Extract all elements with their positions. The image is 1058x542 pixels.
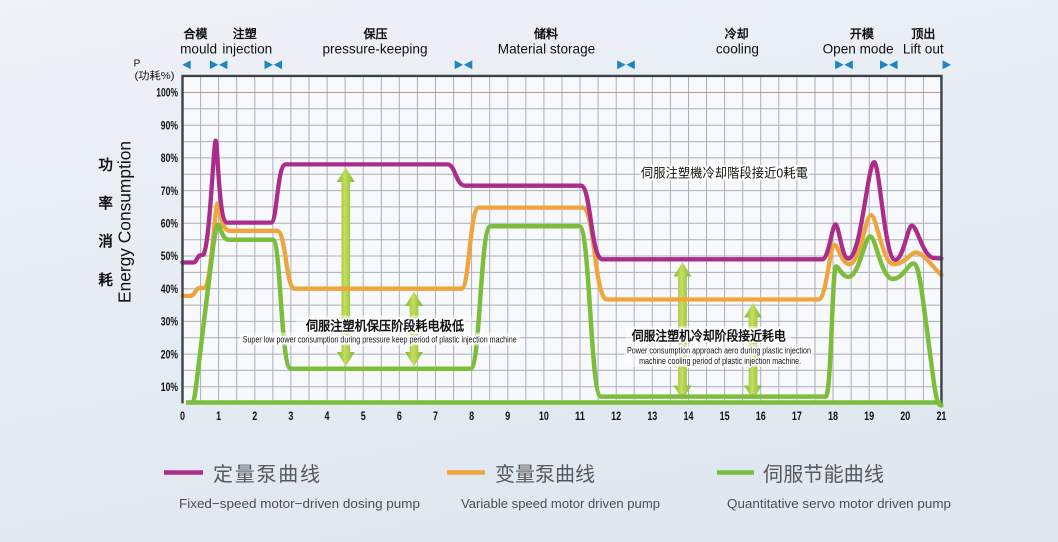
svg-text:17: 17 [792,411,802,423]
svg-text:Variable speed motor driven pu: Variable speed motor driven pump [461,496,660,511]
svg-text:伺服节能曲线: 伺服节能曲线 [763,463,884,486]
svg-text:开模: 开模 [850,26,875,41]
svg-text:20: 20 [900,411,910,423]
svg-text:cooling: cooling [716,42,759,57]
svg-text:19: 19 [864,411,874,423]
svg-text:5: 5 [361,411,366,423]
svg-text:8: 8 [469,411,474,423]
svg-text:耗: 耗 [98,272,113,289]
svg-text:pressure-keeping: pressure-keeping [322,42,427,57]
svg-text:9: 9 [505,411,510,423]
svg-text:伺服注塑機冷却階段接近0耗電: 伺服注塑機冷却階段接近0耗電 [641,166,808,181]
svg-text:80%: 80% [161,151,178,165]
svg-text:14: 14 [683,411,693,423]
svg-text:保压: 保压 [363,26,388,41]
svg-text:0: 0 [180,411,185,423]
svg-text:30%: 30% [161,315,178,329]
svg-text:40%: 40% [161,282,178,296]
svg-text:20%: 20% [161,347,178,361]
svg-text:10%: 10% [161,380,178,394]
svg-text:Lift out: Lift out [903,42,944,57]
svg-text:变量泵曲线: 变量泵曲线 [495,463,595,486]
svg-text:Quantitative servo motor drive: Quantitative servo motor driven pump [727,496,951,511]
svg-text:2: 2 [252,411,257,423]
svg-text:伺服注塑机冷却阶段接近耗电: 伺服注塑机冷却阶段接近耗电 [631,328,786,344]
svg-text:machine cooling period of plas: machine cooling period of plastic inject… [639,356,801,367]
svg-text:mould: mould [180,42,217,57]
svg-text:定量泵曲线: 定量泵曲线 [213,463,320,486]
svg-text:Open mode: Open mode [823,42,894,57]
svg-text:7: 7 [433,411,438,423]
svg-text:16: 16 [756,411,766,423]
svg-text:50%: 50% [161,249,178,263]
svg-text:冷却: 冷却 [725,26,749,41]
svg-text:60%: 60% [161,217,178,231]
svg-text:injection: injection [222,42,272,57]
svg-text:18: 18 [828,411,838,423]
svg-text:Energy Consumption: Energy Consumption [115,141,135,303]
svg-text:Super low power consumption du: Super low power consumption during press… [243,334,517,345]
svg-text:合模: 合模 [184,26,209,41]
svg-text:1: 1 [216,411,221,423]
svg-text:(功耗%): (功耗%) [135,70,175,82]
svg-text:90%: 90% [161,118,178,132]
svg-text:功: 功 [98,157,113,174]
svg-text:12: 12 [611,411,621,423]
svg-text:Power consumption approach aer: Power consumption approach aero during p… [627,346,811,357]
svg-text:6: 6 [397,411,402,423]
svg-text:P: P [134,59,141,70]
svg-text:Fixed−speed motor−driven dosin: Fixed−speed motor−driven dosing pump [179,496,420,511]
svg-text:70%: 70% [161,184,178,198]
svg-text:4: 4 [325,411,330,423]
svg-text:100%: 100% [156,86,178,100]
svg-text:10: 10 [539,411,549,423]
svg-text:15: 15 [720,411,730,423]
svg-text:顶出: 顶出 [911,26,935,41]
svg-text:11: 11 [575,411,585,423]
svg-text:13: 13 [647,411,657,423]
svg-text:3: 3 [288,411,293,423]
svg-text:Material storage: Material storage [498,42,595,57]
svg-text:伺服注塑机保压阶段耗电极低: 伺服注塑机保压阶段耗电极低 [305,318,465,334]
svg-text:储料: 储料 [533,26,559,41]
svg-text:注塑: 注塑 [233,26,257,41]
svg-text:21: 21 [936,411,946,423]
svg-text:率: 率 [98,194,113,212]
svg-text:消: 消 [98,233,113,251]
